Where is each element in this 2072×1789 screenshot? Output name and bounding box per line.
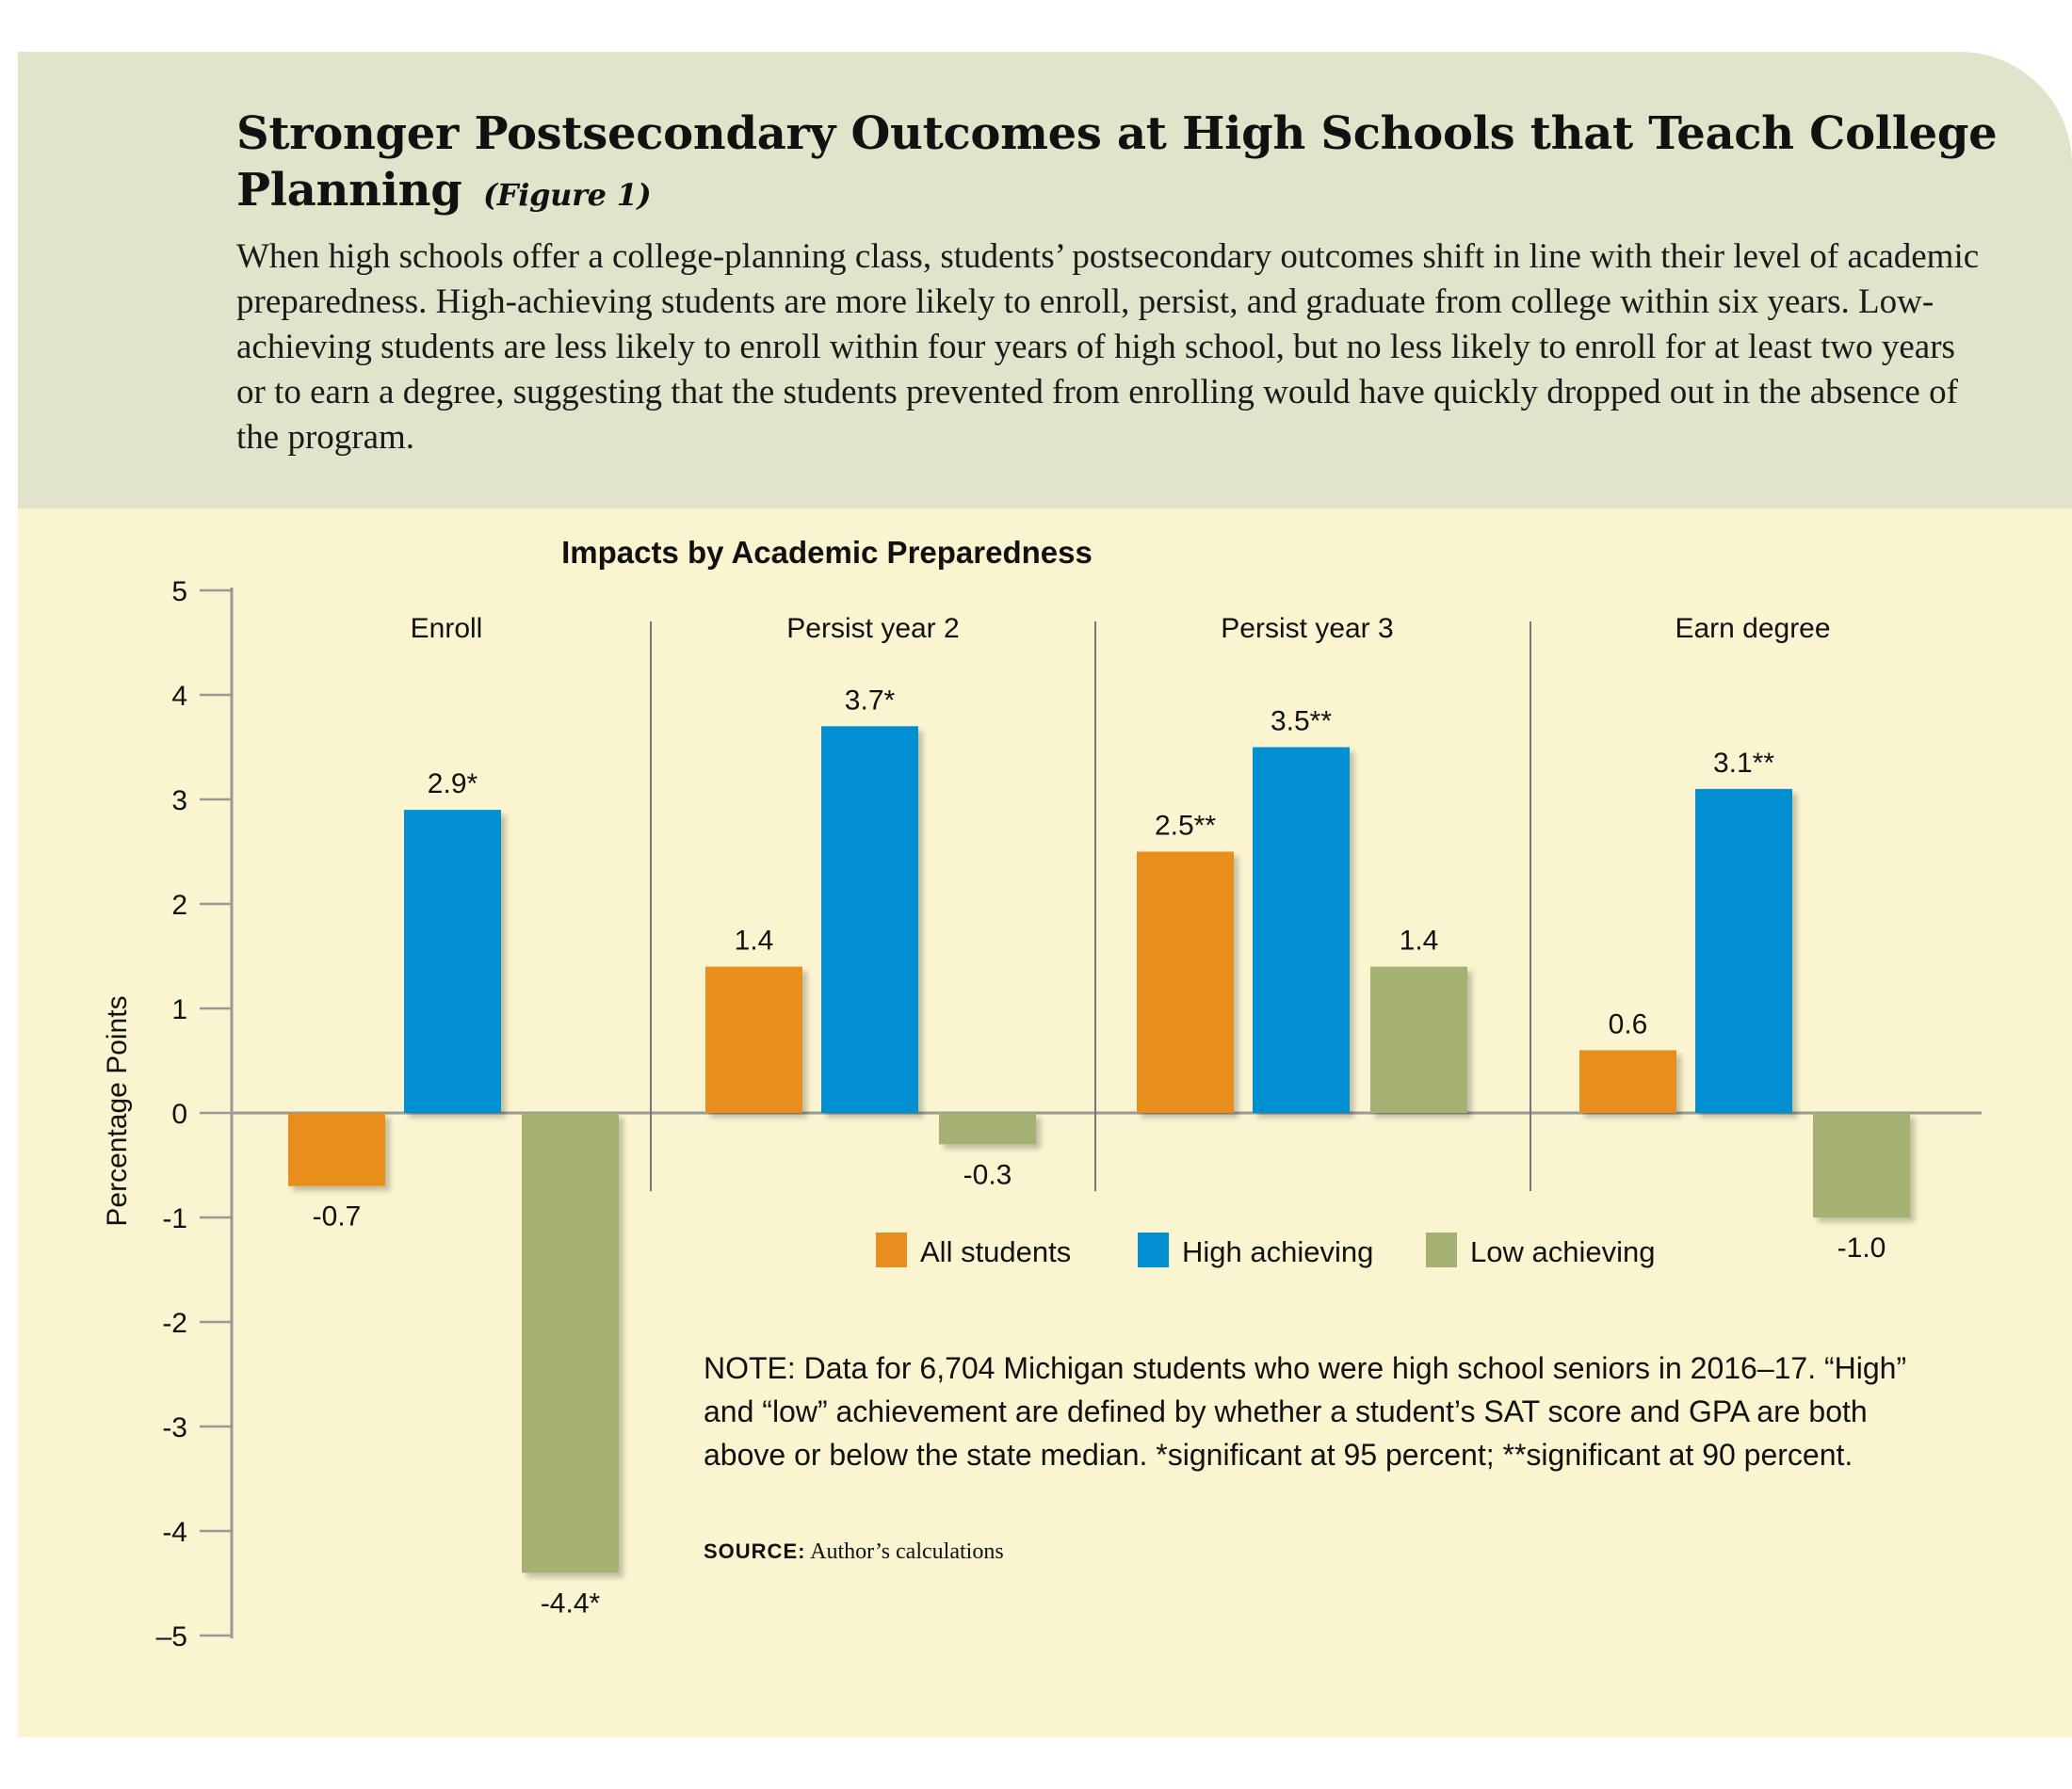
bar-value-label: 1.4 — [735, 926, 774, 957]
bar-high-achieving — [821, 726, 918, 1113]
bar-value-label: 3.5** — [1271, 706, 1332, 737]
bar-low-achieving — [1813, 1113, 1910, 1217]
bar-low-achieving — [939, 1113, 1036, 1145]
category-label: Enroll — [411, 613, 483, 644]
legend-label: All students — [920, 1235, 1071, 1268]
y-tick-label: 2 — [171, 890, 187, 921]
bar-all-students — [705, 966, 802, 1113]
source-text: Author’s calculations — [810, 1539, 1004, 1564]
chart-bars: -0.7 1.4 2.5** 0.6 2.9* 3.7* 3.5** 3.1** -4.4* -0… — [288, 685, 1910, 1619]
bar-value-label: -4.4* — [541, 1588, 601, 1619]
category-label: Earn degree — [1675, 613, 1830, 644]
legend-label: High achieving — [1182, 1235, 1373, 1268]
figure-title-text: Stronger Postsecondary Outcomes at High … — [236, 107, 1998, 217]
y-tick-label: -3 — [162, 1412, 187, 1443]
y-tick-label: 0 — [171, 1099, 187, 1130]
chart-source: SOURCE: Author’s calculations — [704, 1539, 1004, 1565]
y-tick-label: –5 — [156, 1621, 187, 1652]
source-label: SOURCE: — [704, 1539, 806, 1563]
figure-title: Stronger Postsecondary Outcomes at High … — [236, 105, 2026, 223]
legend-label: Low achieving — [1470, 1235, 1655, 1268]
bar-low-achieving — [522, 1113, 619, 1573]
figure-number: (Figure 1) — [482, 177, 652, 213]
chart-axes: 5 4 3 2 1 0 -1 -2 -3 -4 –5 Enroll Persist year 2 Pers… — [156, 576, 1982, 1652]
y-tick-label: 3 — [171, 785, 187, 816]
bar-high-achieving — [404, 810, 501, 1113]
bar-value-label: 2.9* — [428, 768, 478, 799]
y-tick-label: -1 — [162, 1203, 187, 1234]
bar-value-label: 0.6 — [1609, 1008, 1648, 1040]
bar-low-achieving — [1370, 966, 1467, 1113]
bar-value-label: -0.7 — [313, 1201, 362, 1233]
bar-value-label: 3.1** — [1713, 748, 1774, 779]
chart-note: NOTE: Data for 6,704 Michigan students w… — [704, 1351, 1907, 1472]
figure-subtitle: When high schools offer a college-planni… — [236, 237, 1980, 457]
bar-value-label: -0.3 — [963, 1159, 1012, 1190]
bar-value-label: -1.0 — [1837, 1233, 1886, 1264]
chart-legend: All students High achieving Low achieving — [876, 1233, 1655, 1268]
category-label: Persist year 2 — [786, 613, 959, 644]
y-tick-label: 1 — [171, 994, 187, 1025]
bar-all-students — [288, 1113, 385, 1186]
bar-value-label: 1.4 — [1400, 926, 1439, 957]
category-label: Persist year 3 — [1221, 613, 1393, 644]
legend-swatch — [876, 1233, 907, 1267]
legend-swatch — [1426, 1233, 1457, 1267]
bar-high-achieving — [1253, 747, 1350, 1113]
y-tick-label: 4 — [171, 681, 187, 712]
legend-swatch — [1138, 1233, 1169, 1267]
y-tick-label: -2 — [162, 1308, 187, 1339]
y-tick-label: 5 — [171, 576, 187, 607]
bar-chart: Impacts by Academic Preparedness Percent… — [102, 535, 1982, 1652]
bar-high-achieving — [1695, 788, 1792, 1113]
bar-all-students — [1137, 851, 1234, 1113]
bar-all-students — [1579, 1050, 1676, 1113]
figure-header: Stronger Postsecondary Outcomes at High … — [18, 52, 2072, 508]
figure-card: Stronger Postsecondary Outcomes at High … — [18, 52, 2072, 1737]
bar-value-label: 3.7* — [845, 685, 896, 716]
chart-title: Impacts by Academic Preparedness — [561, 535, 1093, 570]
bar-value-label: 2.5** — [1155, 811, 1216, 842]
y-tick-label: -4 — [162, 1517, 187, 1548]
y-axis-label: Percentage Points — [102, 995, 133, 1226]
